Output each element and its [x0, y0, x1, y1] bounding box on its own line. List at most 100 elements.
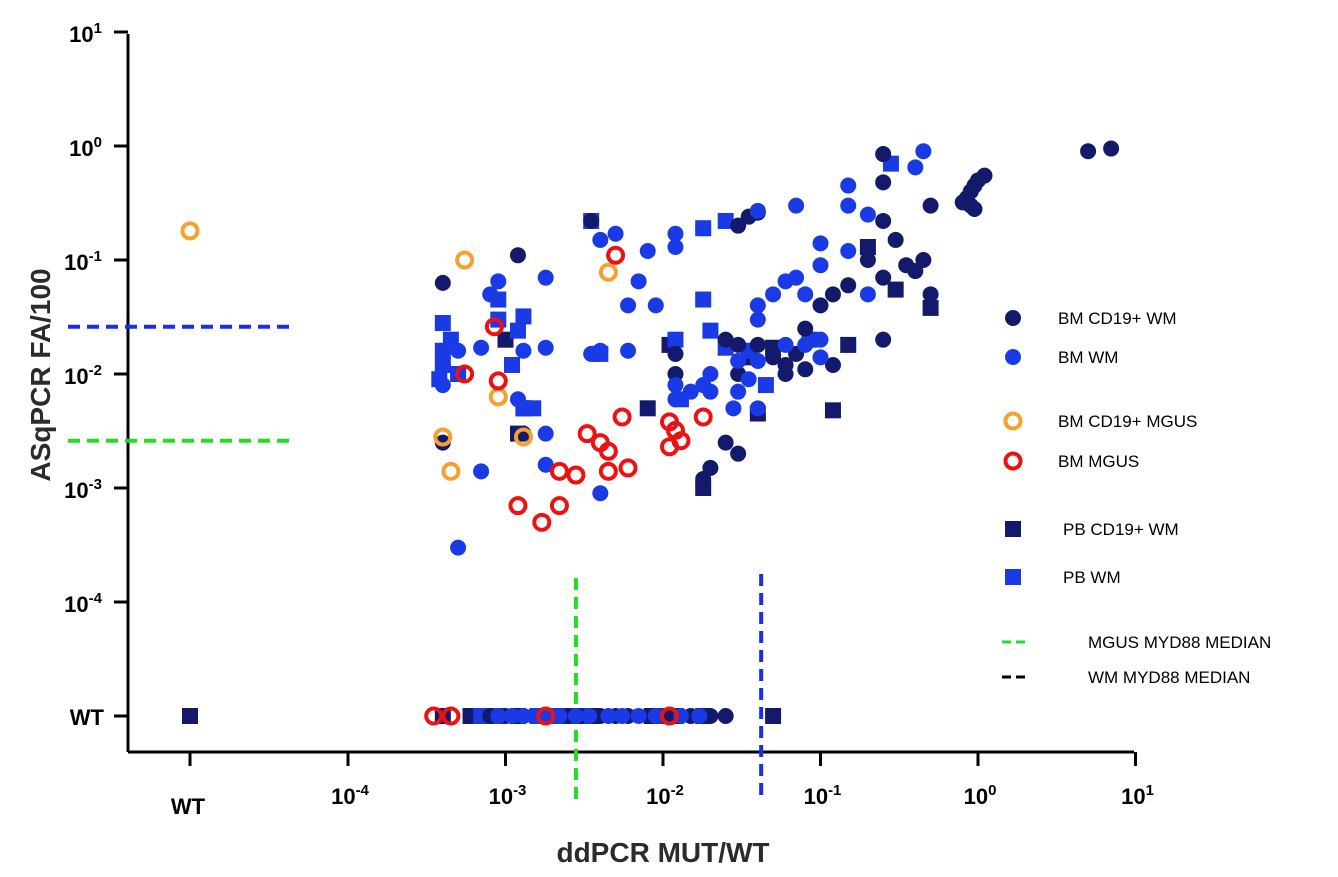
legend-item-wm-median: WM MYD88 MEDIAN — [1002, 668, 1250, 687]
data-point — [606, 245, 626, 265]
data-point — [765, 349, 782, 366]
data-point — [717, 434, 734, 451]
data-point — [740, 371, 757, 388]
legend: BM CD19+ WM BM WM BM CD19+ MGUS BM MGUS PB C… — [1002, 309, 1271, 687]
data-point — [497, 331, 514, 348]
x-tick-label: 10-4 — [331, 782, 369, 809]
data-point — [612, 407, 632, 427]
data-point — [812, 349, 829, 366]
legend-item-pb-wm: PB WM — [1005, 568, 1121, 587]
y-tick-label: WT — [70, 705, 105, 730]
data-point — [504, 708, 521, 724]
data-point — [667, 345, 684, 362]
data-point — [566, 465, 586, 485]
data-point — [620, 342, 637, 359]
data-point — [1103, 140, 1120, 157]
data-point — [859, 286, 876, 303]
data-point — [797, 286, 814, 303]
data-point — [660, 706, 680, 726]
data-points — [180, 140, 1120, 726]
legend-item-pb-cd19-wm: PB CD19+ WM — [1005, 520, 1179, 539]
data-point — [749, 297, 766, 314]
data-point — [508, 496, 528, 516]
data-point — [537, 425, 554, 442]
data-point — [757, 377, 774, 394]
data-point — [840, 177, 857, 194]
data-point — [765, 286, 782, 303]
data-point — [797, 320, 814, 337]
legend-label: MGUS MYD88 MEDIAN — [1088, 633, 1271, 652]
data-point — [433, 427, 453, 447]
legend-item-bm-cd19-mgus: BM CD19+ MGUS — [1003, 411, 1197, 431]
data-point — [966, 201, 983, 218]
data-point — [639, 242, 656, 259]
data-point — [455, 364, 475, 384]
legend-label: PB CD19+ WM — [1063, 520, 1179, 539]
data-point — [667, 366, 684, 382]
data-point — [840, 336, 857, 353]
data-point — [695, 291, 712, 308]
series-bm-cd19-wm — [434, 140, 1120, 724]
data-point — [515, 342, 532, 359]
legend-item-mgus-median: MGUS MYD88 MEDIAN — [1002, 633, 1271, 652]
data-point — [702, 708, 719, 724]
data-point — [504, 356, 521, 373]
data-point — [777, 366, 794, 382]
y-axis-title: ASqPCR FA/100 — [25, 268, 56, 481]
data-point — [682, 383, 699, 400]
data-point — [660, 437, 680, 457]
data-point — [730, 217, 747, 234]
data-point — [434, 315, 451, 332]
data-point — [859, 239, 876, 256]
series-bm-wm — [434, 143, 932, 724]
data-point — [749, 311, 766, 328]
data-point — [667, 391, 684, 408]
data-point — [473, 463, 490, 480]
data-point — [509, 391, 526, 408]
data-point — [567, 708, 584, 724]
series-bm-cd19-mgus — [180, 221, 618, 481]
data-point — [583, 345, 600, 362]
legend-label: BM CD19+ MGUS — [1058, 412, 1197, 431]
data-point — [600, 708, 617, 724]
data-point — [577, 424, 597, 444]
data-point — [730, 383, 747, 400]
data-point — [887, 231, 904, 248]
data-point — [915, 252, 932, 268]
legend-item-bm-wm: BM WM — [1005, 348, 1118, 367]
data-point — [824, 356, 841, 373]
x-axis-title: ddPCR MUT/WT — [556, 837, 769, 868]
data-point — [702, 322, 719, 339]
data-point — [592, 231, 609, 248]
x-tick-label: 10-1 — [804, 782, 842, 809]
data-point — [875, 174, 892, 191]
data-point — [695, 220, 712, 237]
data-point — [515, 308, 532, 325]
data-point — [922, 299, 939, 316]
x-tick-label: 101 — [1121, 782, 1154, 809]
data-point — [667, 225, 684, 242]
data-point — [639, 400, 656, 417]
data-point — [875, 269, 892, 286]
data-point — [777, 336, 794, 353]
data-point — [667, 377, 684, 394]
data-point — [765, 708, 782, 724]
legend-marker — [1003, 451, 1023, 471]
data-point — [922, 197, 939, 214]
data-point — [598, 441, 618, 461]
data-point — [907, 159, 924, 176]
data-point — [490, 273, 507, 290]
data-point — [691, 708, 708, 724]
data-point — [824, 402, 841, 419]
data-point — [455, 250, 475, 270]
data-point — [592, 485, 609, 502]
data-point — [647, 708, 664, 724]
data-point — [647, 297, 664, 314]
data-point — [812, 331, 829, 348]
data-point — [693, 407, 713, 427]
data-point — [180, 221, 200, 241]
data-point — [915, 143, 932, 160]
data-point — [607, 225, 624, 242]
legend-marker — [1005, 349, 1021, 365]
data-point — [695, 377, 712, 394]
